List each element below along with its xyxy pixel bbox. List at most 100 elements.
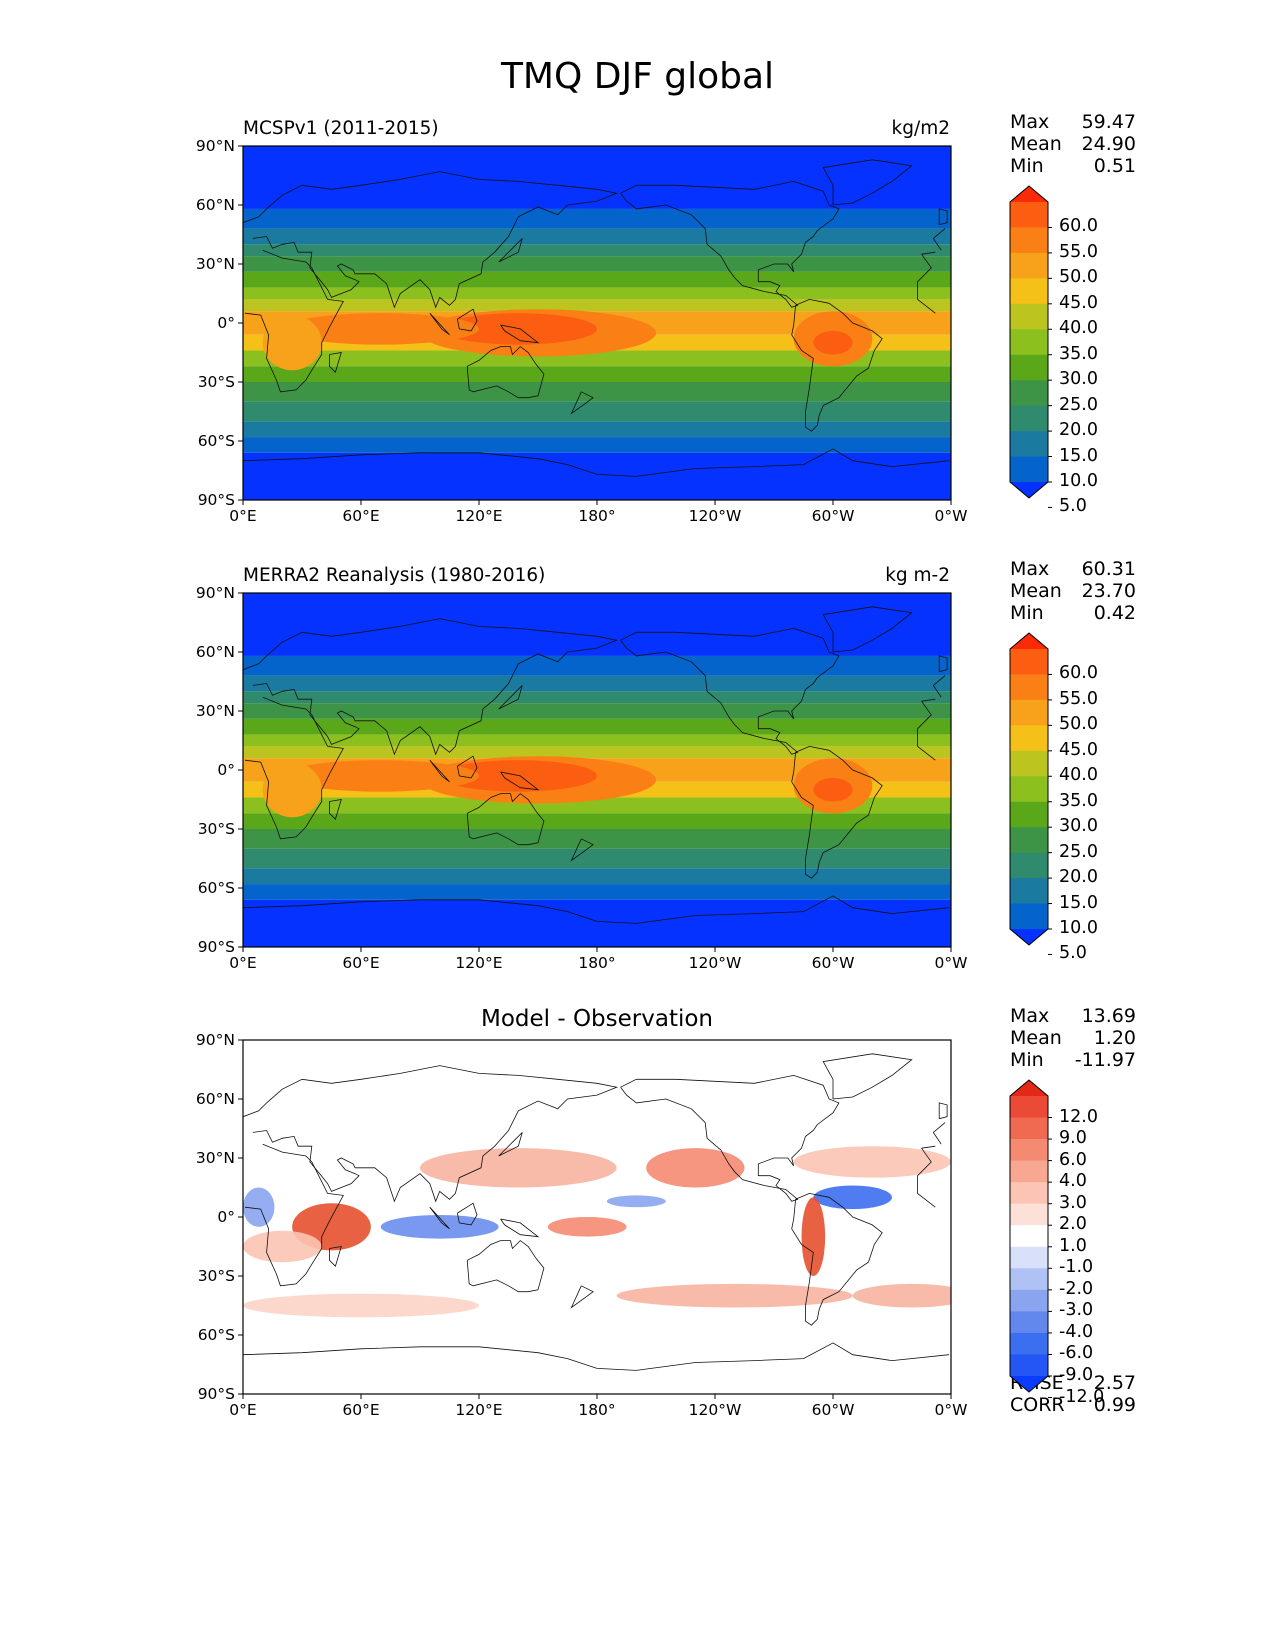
colorbar-extend-min <box>1010 482 1048 498</box>
colorbar-swatch <box>1010 405 1048 432</box>
colorbar-tick-label: -2.0 <box>1059 1278 1094 1299</box>
lon-tick-label: 60°E <box>342 1401 379 1419</box>
contour-band <box>243 655 951 676</box>
coastline <box>329 1245 342 1267</box>
coastline <box>466 1240 545 1293</box>
colorbar-tick-label: 20.0 <box>1059 867 1098 888</box>
colorbar-2 <box>1009 1079 1052 1399</box>
lon-tick-label: 0°W <box>935 1401 968 1419</box>
colorbar-extend-min <box>1010 1376 1048 1392</box>
colorbar-swatch <box>1010 1139 1048 1162</box>
coastline <box>244 249 936 393</box>
lat-tick-label: 90°S <box>198 1385 235 1403</box>
contour-band <box>243 256 951 272</box>
lat-tick-label: 0° <box>217 1208 235 1226</box>
lat-tick-label: 60°N <box>196 643 235 661</box>
coastline <box>570 391 594 415</box>
contour-band <box>801 1197 826 1276</box>
lat-tick-label: 0° <box>217 314 235 332</box>
contour-band <box>243 350 951 367</box>
colorbar-tick-label: 1.0 <box>1059 1235 1087 1256</box>
stat-label: Min <box>1010 155 1044 177</box>
colorbar-tick-label: 50.0 <box>1059 267 1098 288</box>
colorbar-0 <box>1009 185 1052 508</box>
colorbar-swatch <box>1010 1246 1048 1269</box>
contour-band <box>243 299 951 312</box>
colorbar-tick-label: 60.0 <box>1059 216 1098 237</box>
colorbar-tick-label: 60.0 <box>1059 663 1098 684</box>
colorbar-tick-label: 10.0 <box>1059 918 1098 938</box>
contour-band <box>243 691 951 704</box>
contour-band <box>243 829 951 849</box>
colorbar-swatch <box>1010 725 1048 752</box>
contour-band <box>852 1283 951 1308</box>
coastline <box>243 618 946 756</box>
colorbar-tick-label: 35.0 <box>1059 790 1098 811</box>
contour-band <box>243 746 951 759</box>
colorbar-swatch <box>1010 878 1048 905</box>
figure-title: TMQ DJF global <box>500 56 775 97</box>
colorbar-swatch <box>1010 329 1048 356</box>
lat-tick-label: 60°N <box>196 1090 235 1108</box>
lat-tick-label: 60°S <box>198 1326 235 1344</box>
colorbar-tick-label: 15.0 <box>1059 892 1098 913</box>
colorbar-swatch <box>1010 827 1048 854</box>
coastline <box>429 1206 450 1230</box>
panel-center-title: Model - Observation <box>480 1006 714 1032</box>
lon-tick-label: 180° <box>578 1401 615 1419</box>
lon-tick-label: 60°E <box>342 507 379 525</box>
coastline <box>243 1342 950 1371</box>
stat-value: 2.57 <box>1093 1372 1136 1394</box>
contour-band <box>243 287 951 300</box>
colorbar-tick-label: 35.0 <box>1059 343 1098 364</box>
panel-units: kg/m2 <box>891 118 950 139</box>
colorbar-tick-label: 40.0 <box>1059 765 1098 786</box>
map-panel-2: 90°N 60°N 30°N 0° 30°S 60°S 90°S0°E 60°E 120°E 18… <box>196 1031 968 1419</box>
lon-tick-label: 60°W <box>812 954 855 972</box>
colorbar-swatch <box>1010 750 1048 777</box>
colorbar-swatch <box>1010 303 1048 330</box>
coastline <box>243 171 946 309</box>
colorbar-tick-label: 5.0 <box>1059 943 1087 964</box>
stat-value: 0.42 <box>1093 602 1136 624</box>
stat-value: 60.31 <box>1081 558 1136 580</box>
colorbar-1 <box>1009 632 1052 955</box>
coastline <box>791 745 883 879</box>
lat-tick-label: 30°S <box>198 820 235 838</box>
lat-tick-label: 30°N <box>196 1149 235 1167</box>
colorbar-tick-label: 3.0 <box>1059 1192 1087 1213</box>
stat-label: Min <box>1010 1049 1044 1071</box>
coastline <box>429 759 450 783</box>
colorbar-extend-max <box>1010 1080 1048 1096</box>
coastline <box>791 1192 883 1326</box>
lon-tick-label: 180° <box>578 507 615 525</box>
colorbar-tick-label: -9.0 <box>1059 1365 1094 1385</box>
contour-band <box>243 208 951 229</box>
coastline <box>429 312 450 336</box>
stats-block: Max 60.31 Mean 23.70 Min 0.42 <box>1010 558 1136 624</box>
contour-band <box>243 421 951 438</box>
colorbar-swatch <box>1010 1096 1048 1119</box>
colorbar-swatch <box>1010 1332 1048 1355</box>
lon-tick-label: 120°W <box>689 954 742 972</box>
lat-tick-label: 30°S <box>198 1267 235 1285</box>
coastline <box>938 1102 948 1120</box>
colorbar-swatch <box>1010 1203 1048 1226</box>
colorbar-swatch <box>1010 699 1048 726</box>
lon-tick-label: 60°E <box>342 954 379 972</box>
colorbar-tick-label: 55.0 <box>1059 241 1098 262</box>
colorbar-swatch <box>1010 1354 1048 1377</box>
contour-band <box>243 1187 275 1227</box>
stat-value: 1.20 <box>1093 1027 1136 1049</box>
lat-tick-label: 90°N <box>196 584 235 602</box>
lat-tick-label: 60°S <box>198 879 235 897</box>
lat-tick-label: 60°S <box>198 432 235 450</box>
contour-band <box>282 313 479 345</box>
contour-band <box>243 1293 479 1318</box>
contour-band <box>243 813 951 829</box>
contour-band <box>419 1148 617 1188</box>
contour-band <box>243 703 951 719</box>
coastline <box>466 346 545 399</box>
